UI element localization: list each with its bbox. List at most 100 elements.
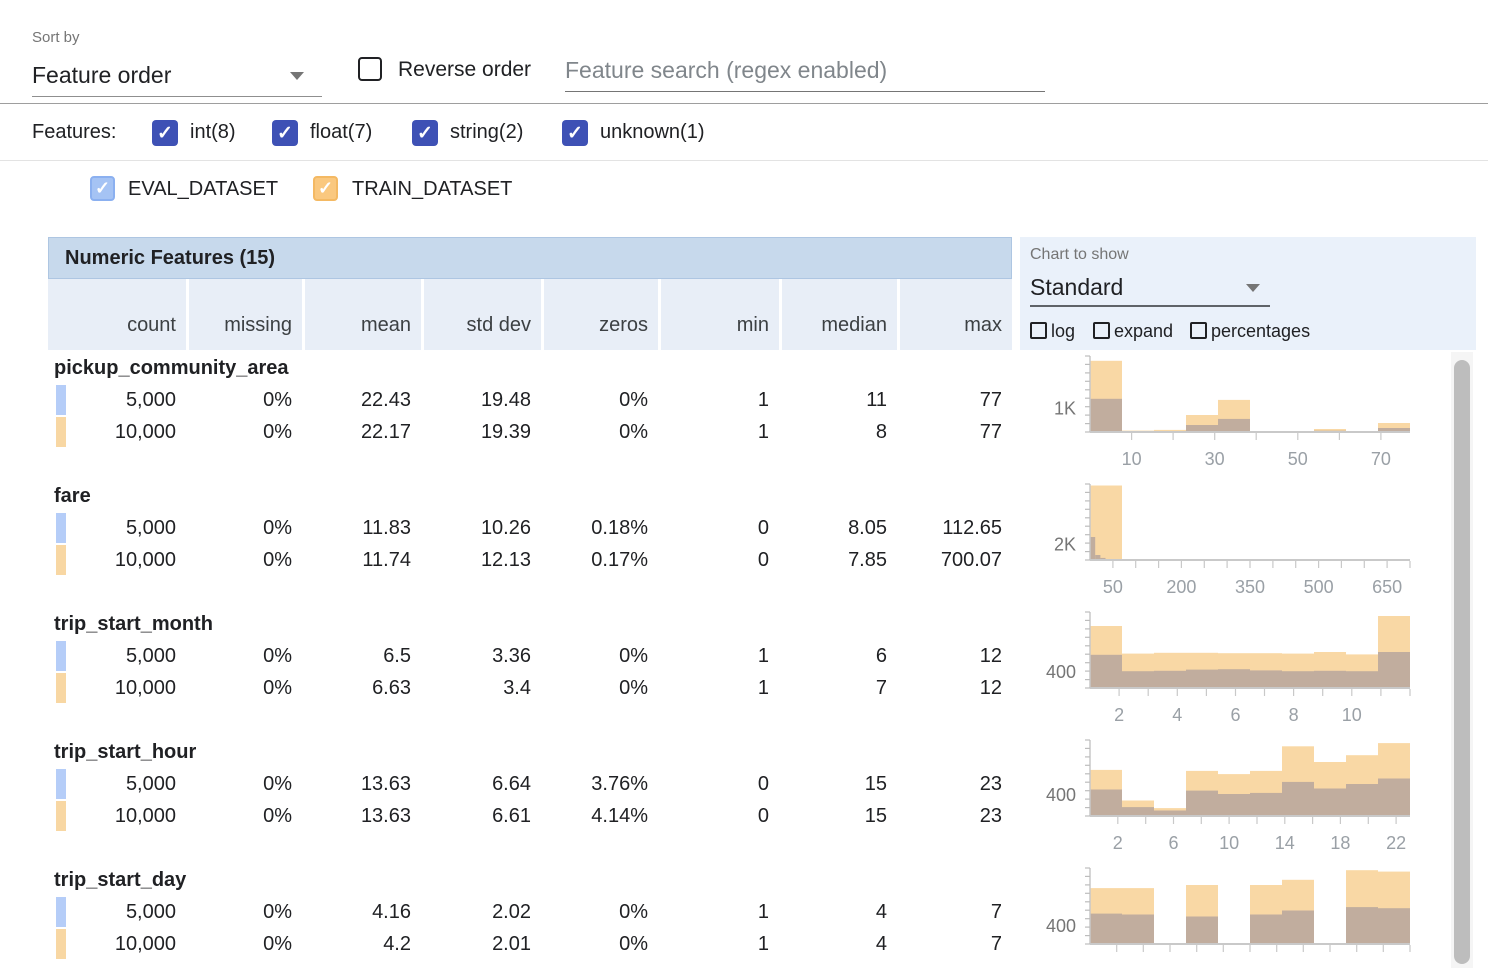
histogram-chart: 1K 10 30 50 70	[1054, 355, 1410, 469]
dataset-swatch	[56, 929, 66, 959]
svg-text:70: 70	[1371, 449, 1391, 469]
max-value: 12	[979, 677, 1002, 699]
svg-text:8: 8	[1289, 705, 1299, 725]
count-value: 10,000	[114, 549, 176, 571]
svg-text:400: 400	[1046, 662, 1076, 682]
max-value: 7	[990, 933, 1002, 955]
sort-by-select[interactable]: Feature order	[32, 56, 322, 97]
feature-block: trip_start_hour 5,000 0% 13.63 6.64 3.76…	[0, 734, 1488, 862]
scrollbar-track[interactable]	[1451, 352, 1473, 968]
mean-value: 13.63	[360, 773, 411, 795]
count-cell: 10,000	[48, 800, 186, 832]
feature-block: pickup_community_area 5,000 0% 22.43 19.…	[0, 350, 1488, 478]
count-value: 10,000	[114, 933, 176, 955]
missing-value: 0%	[263, 933, 292, 955]
top-divider	[0, 103, 1488, 104]
numeric-features-header: Numeric Features (15)	[48, 237, 1012, 279]
stddev-value: 19.39	[480, 421, 531, 443]
svg-text:6: 6	[1230, 705, 1240, 725]
zeros-value: 0%	[619, 645, 648, 667]
histogram-chart: 2K 50 200 350 500 650	[1054, 483, 1411, 597]
stddev-value: 2.01	[492, 933, 531, 955]
histogram-chart: 400 2 6 10 14 18 22	[1046, 739, 1410, 853]
chart-type-select[interactable]: Standard	[1030, 270, 1270, 307]
log-label: log	[1051, 321, 1076, 341]
filters-divider	[0, 160, 1488, 161]
median-value: 7.85	[848, 549, 887, 571]
filter-checkbox-string[interactable]: ✓	[412, 120, 438, 146]
median-value: 6	[875, 645, 887, 667]
count-cell: 10,000	[48, 928, 186, 960]
svg-text:2: 2	[1114, 705, 1124, 725]
chart-type-value: Standard	[1030, 274, 1124, 300]
feature-name: fare	[54, 485, 91, 507]
feature-row: 5,000 0% 11.83 10.26 0.18% 0 8.05 112.65	[48, 512, 1012, 544]
histogram-chart: 400	[1046, 867, 1411, 952]
count-cell: 5,000	[48, 640, 186, 672]
percentages-checkbox[interactable]	[1190, 322, 1207, 339]
filter-label-string: string(2)	[450, 121, 524, 143]
svg-text:10: 10	[1219, 833, 1239, 853]
median-value: 15	[864, 805, 887, 827]
min-value: 1	[757, 421, 769, 443]
zeros-value: 0.18%	[591, 517, 648, 539]
feature-histogram: 2K 50 200 350 500 650	[1020, 478, 1476, 608]
svg-text:22: 22	[1386, 833, 1406, 853]
svg-text:1K: 1K	[1054, 398, 1076, 418]
svg-text:400: 400	[1046, 785, 1076, 805]
svg-text:50: 50	[1288, 449, 1308, 469]
missing-value: 0%	[263, 901, 292, 923]
zeros-value: 0%	[619, 901, 648, 923]
column-header-min: min	[658, 279, 779, 350]
filter-checkbox-float[interactable]: ✓	[272, 120, 298, 146]
min-value: 0	[757, 773, 769, 795]
svg-text:400: 400	[1046, 916, 1076, 936]
feature-row: 5,000 0% 6.5 3.36 0% 1 6 12	[48, 640, 1012, 672]
feature-name: trip_start_hour	[54, 741, 197, 763]
feature-row: 10,000 0% 13.63 6.61 4.14% 0 15 23	[48, 800, 1012, 832]
filter-label-float: float(7)	[310, 121, 373, 143]
feature-search-input[interactable]	[565, 50, 1045, 92]
scrollbar-thumb[interactable]	[1454, 360, 1470, 964]
missing-value: 0%	[263, 389, 292, 411]
feature-block: trip_start_month 5,000 0% 6.5 3.36 0% 1 …	[0, 606, 1488, 734]
svg-text:30: 30	[1205, 449, 1225, 469]
sort-by-label: Sort by	[32, 29, 80, 46]
median-value: 15	[864, 773, 887, 795]
histogram-chart: 400 2 4 6 8 10	[1046, 611, 1411, 725]
dataset-swatch	[56, 641, 66, 671]
reverse-order-checkbox[interactable]	[358, 57, 382, 81]
zeros-value: 0%	[619, 389, 648, 411]
mean-value: 11.74	[362, 549, 411, 571]
log-checkbox[interactable]	[1030, 322, 1047, 339]
median-value: 4	[875, 901, 887, 923]
eval-dataset-checkbox[interactable]: ✓	[90, 176, 115, 201]
mean-value: 11.83	[362, 517, 411, 539]
filter-checkbox-int[interactable]: ✓	[152, 120, 178, 146]
min-value: 1	[757, 677, 769, 699]
expand-checkbox[interactable]	[1093, 322, 1110, 339]
count-value: 5,000	[125, 389, 176, 411]
median-value: 11	[866, 389, 887, 411]
filter-label-int: int(8)	[190, 121, 236, 143]
train-dataset-checkbox[interactable]: ✓	[313, 176, 338, 201]
count-value: 10,000	[114, 421, 176, 443]
missing-value: 0%	[263, 645, 292, 667]
feature-row: 10,000 0% 11.74 12.13 0.17% 0 7.85 700.0…	[48, 544, 1012, 576]
stddev-value: 19.48	[480, 389, 531, 411]
stddev-value: 6.61	[492, 805, 531, 827]
feature-row: 10,000 0% 4.2 2.01 0% 1 4 7	[48, 928, 1012, 960]
count-cell: 5,000	[48, 768, 186, 800]
svg-text:18: 18	[1330, 833, 1350, 853]
count-value: 10,000	[114, 677, 176, 699]
column-header-median: median	[779, 279, 897, 350]
reverse-order-label: Reverse order	[398, 58, 532, 81]
stddev-value: 3.36	[492, 645, 531, 667]
missing-value: 0%	[263, 677, 292, 699]
median-value: 8	[875, 421, 887, 443]
mean-value: 22.43	[360, 389, 411, 411]
chart-to-show-label: Chart to show	[1030, 246, 1129, 263]
column-header-mean: mean	[302, 279, 421, 350]
feature-row: 5,000 0% 22.43 19.48 0% 1 11 77	[48, 384, 1012, 416]
filter-checkbox-unknown[interactable]: ✓	[562, 120, 588, 146]
